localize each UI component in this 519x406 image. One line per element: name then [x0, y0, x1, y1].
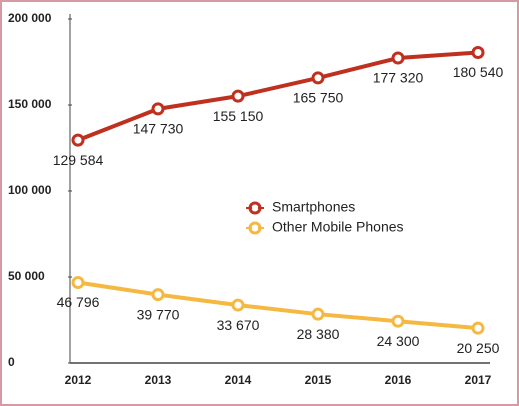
series-line — [77, 50, 479, 142]
data-label: 147 730 — [133, 121, 184, 137]
data-label: 180 540 — [453, 64, 504, 80]
data-label: 24 300 — [377, 333, 420, 349]
point — [391, 51, 405, 65]
x-tick-label: 2013 — [145, 373, 172, 387]
point — [151, 288, 165, 302]
legend-marker-center — [252, 205, 258, 211]
legend-marker-center — [252, 225, 258, 231]
y-tick-label: 0 — [8, 355, 15, 369]
y-tick-label: 100 000 — [8, 183, 52, 197]
point — [471, 45, 485, 59]
point — [471, 321, 485, 335]
data-label: 129 584 — [53, 152, 104, 168]
series-line — [77, 280, 479, 331]
data-label: 39 770 — [137, 306, 180, 322]
point — [151, 102, 165, 116]
data-label: 20 250 — [457, 340, 500, 356]
point — [71, 133, 85, 147]
point — [311, 71, 325, 85]
x-tick-label: 2015 — [305, 373, 332, 387]
data-label: 177 320 — [373, 70, 424, 86]
legend-label: Other Mobile Phones — [272, 219, 404, 235]
x-tick-label: 2016 — [385, 373, 412, 387]
point — [311, 307, 325, 321]
data-label: 33 670 — [217, 317, 260, 333]
legend-label: Smartphones — [272, 199, 355, 215]
data-label: 46 796 — [57, 294, 100, 310]
x-tick-label: 2012 — [65, 373, 92, 387]
y-tick-label: 50 000 — [8, 269, 45, 283]
x-tick-label: 2014 — [225, 373, 252, 387]
data-label: 28 380 — [297, 326, 340, 342]
data-label: 165 750 — [293, 90, 344, 106]
point — [391, 314, 405, 328]
y-tick-label: 200 000 — [8, 11, 52, 25]
data-label: 155 150 — [213, 108, 264, 124]
point — [231, 298, 245, 312]
point — [71, 276, 85, 290]
x-tick-label: 2017 — [465, 373, 492, 387]
point — [231, 89, 245, 103]
y-tick-label: 150 000 — [8, 97, 52, 111]
